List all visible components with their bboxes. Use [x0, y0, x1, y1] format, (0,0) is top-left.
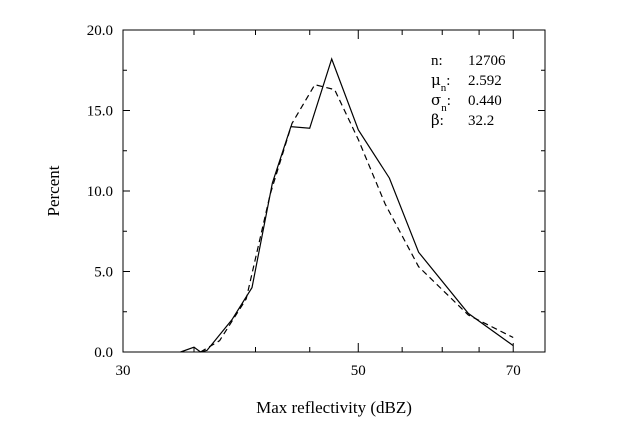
- stat-label: β:: [431, 111, 444, 129]
- stat-value: 2.592: [468, 73, 502, 89]
- dashed-series-line: [200, 84, 514, 353]
- x-tick-label: 50: [351, 363, 366, 379]
- y-tick-label: 5.0: [94, 265, 113, 281]
- x-tick-label: 70: [506, 363, 521, 379]
- solid-series-line: [180, 57, 514, 353]
- stat-value: 32.2: [468, 113, 494, 129]
- stat-label: μn:: [431, 71, 450, 94]
- x-tick-label: 30: [116, 363, 131, 379]
- axis-ticks: [122, 29, 546, 353]
- y-axis-title: Percent: [44, 165, 63, 216]
- x-axis-title: Max reflectivity (dBZ): [256, 398, 412, 417]
- y-tick-label: 15.0: [87, 104, 113, 120]
- stat-value: 12706: [468, 53, 506, 69]
- axis-tick-labels: 0.0 5.0 10.0 15.0 20.0 30 50 70: [87, 23, 521, 379]
- y-tick-label: 0.0: [94, 345, 113, 361]
- stat-value: 0.440: [468, 93, 502, 109]
- data-series: [180, 57, 514, 353]
- stat-label: σn:: [431, 91, 451, 114]
- y-tick-label: 20.0: [87, 23, 113, 39]
- y-tick-label: 10.0: [87, 184, 113, 200]
- statistics-annotation: n: 12706 μn: 2.592 σn: 0.440 β: 32.2: [431, 53, 506, 129]
- stat-label: n:: [431, 53, 443, 69]
